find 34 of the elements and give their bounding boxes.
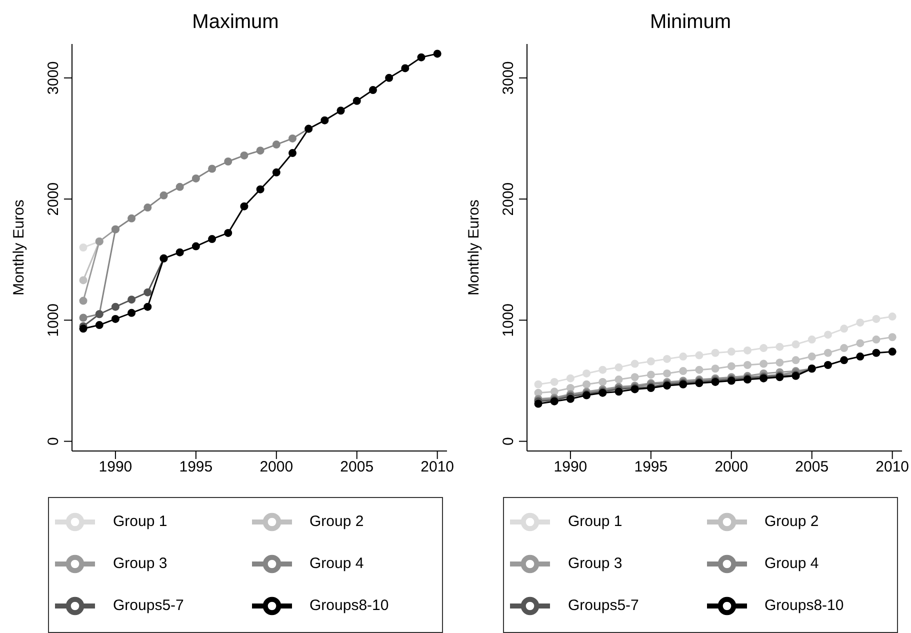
y-tick-label: 3000 [45, 61, 62, 95]
legend-label: Group 3 [568, 554, 622, 572]
legend-label: Group 4 [310, 554, 364, 572]
chart-title: Maximum [191, 10, 280, 35]
legend-label: Group 1 [113, 512, 168, 530]
chart-title: Minimum [648, 10, 732, 35]
legend-label: Groups5-7 [568, 596, 639, 614]
legend-label: Group 2 [310, 512, 364, 530]
x-tick-label: 2010 [420, 458, 454, 476]
legend-label: Group 2 [764, 512, 819, 530]
y-tick-label: 2000 [500, 182, 517, 216]
y-tick-label: 1000 [45, 303, 62, 337]
legend-label: Groups8-10 [764, 596, 844, 614]
x-tick-label: 1990 [98, 458, 132, 476]
y-tick-label: 0 [500, 437, 517, 446]
y-tick-label: 0 [45, 437, 62, 446]
x-tick-label: 2000 [260, 458, 294, 476]
legend-label: Group 4 [764, 554, 819, 572]
x-tick-label: 1995 [634, 458, 668, 476]
y-tick-label: 2000 [45, 182, 62, 216]
x-tick-label: 2005 [795, 458, 829, 476]
x-tick-label: 2005 [340, 458, 374, 476]
y-axis-title: Monthly Euros [465, 200, 482, 296]
legend-label: Group 3 [113, 554, 168, 572]
x-tick-label: 1990 [554, 458, 588, 476]
y-tick-label: 3000 [500, 61, 517, 95]
x-tick-label: 1995 [179, 458, 213, 476]
legend-label: Groups5-7 [113, 596, 184, 614]
y-tick-label: 1000 [500, 303, 517, 337]
legend-label: Groups8-10 [310, 596, 389, 614]
x-tick-label: 2010 [876, 458, 910, 476]
x-tick-label: 2000 [714, 458, 748, 476]
legend-label: Group 1 [568, 512, 622, 530]
y-axis-title: Monthly Euros [10, 200, 28, 296]
